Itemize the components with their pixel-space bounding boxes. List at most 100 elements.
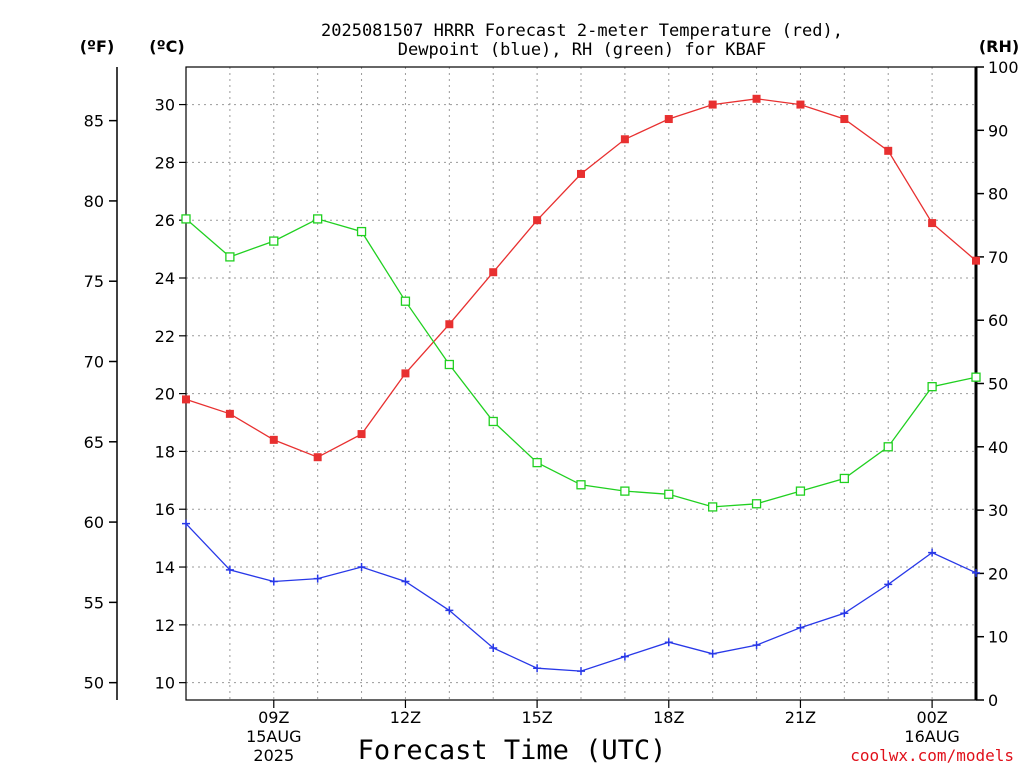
dewpoint-point bbox=[357, 563, 366, 572]
celsius-tick-label: 22 bbox=[155, 327, 175, 346]
temperature-point bbox=[401, 369, 410, 378]
rh-point bbox=[708, 502, 718, 512]
temperature-point bbox=[708, 100, 717, 109]
rh-point bbox=[400, 296, 411, 306]
temperature-point bbox=[620, 135, 629, 144]
x-tick-label: 2025 bbox=[253, 746, 294, 765]
x-tick-label: 15AUG bbox=[246, 727, 301, 746]
rh-point bbox=[532, 457, 542, 468]
dewpoint-point bbox=[313, 574, 322, 583]
temperature-point bbox=[225, 409, 234, 418]
rh-unit-label: (RH) bbox=[979, 37, 1019, 56]
temperature-point bbox=[182, 395, 190, 404]
rh-tick-label: 50 bbox=[988, 375, 1008, 394]
celsius-tick-label: 14 bbox=[155, 558, 175, 577]
celsius-unit-label: (ºC) bbox=[149, 37, 184, 56]
temperature-point bbox=[445, 320, 454, 329]
rh-tick-label: 20 bbox=[988, 564, 1008, 583]
rh-point bbox=[795, 486, 806, 496]
dewpoint-point bbox=[489, 643, 498, 652]
temperature-point bbox=[577, 169, 585, 178]
rh-tick-label: 60 bbox=[988, 311, 1008, 330]
dewpoint-point bbox=[840, 609, 849, 618]
rh-tick-label: 90 bbox=[988, 121, 1008, 140]
dewpoint-point bbox=[708, 649, 717, 658]
fahrenheit-tick-label: 50 bbox=[84, 674, 104, 693]
celsius-tick-label: 12 bbox=[155, 616, 175, 635]
fahrenheit-tick-label: 85 bbox=[84, 112, 104, 131]
rh-point bbox=[927, 382, 937, 392]
rh-point bbox=[883, 442, 893, 452]
fahrenheit-tick-label: 75 bbox=[84, 272, 104, 291]
dewpoint-point bbox=[796, 623, 805, 632]
dewpoint-point bbox=[445, 606, 454, 615]
fahrenheit-unit-label: (ºF) bbox=[80, 37, 115, 56]
dewpoint-point bbox=[752, 641, 761, 650]
temperature-point bbox=[269, 435, 278, 444]
celsius-tick-label: 26 bbox=[155, 211, 175, 230]
dewpoint-point bbox=[620, 652, 629, 661]
temperature-point bbox=[533, 216, 542, 225]
celsius-tick-label: 28 bbox=[155, 153, 175, 172]
x-axis-label: Forecast Time (UTC) bbox=[358, 735, 667, 766]
dewpoint-point bbox=[664, 638, 673, 647]
rh-tick-label: 30 bbox=[988, 501, 1008, 520]
dewpoint-point bbox=[928, 548, 937, 557]
rh-point bbox=[839, 473, 849, 484]
rh-point bbox=[664, 489, 674, 499]
dewpoint-point bbox=[269, 577, 278, 586]
rh-tick-label: 40 bbox=[988, 438, 1008, 457]
series bbox=[181, 94, 981, 676]
celsius-tick-label: 10 bbox=[155, 674, 175, 693]
axes: 50 55 60 65 70 75 80 85 10 12 14 16 18 20 22 24 26 28 30 0 1… bbox=[84, 58, 1019, 765]
rh-tick-label: 70 bbox=[988, 248, 1008, 267]
temperature-point bbox=[796, 100, 805, 109]
x-tick-label: 21Z bbox=[785, 708, 816, 727]
dewpoint-point bbox=[182, 519, 190, 528]
rh-point bbox=[971, 372, 981, 382]
x-tick-label: 18Z bbox=[653, 708, 684, 727]
rh-point bbox=[313, 214, 323, 224]
temperature-point bbox=[752, 94, 761, 103]
temperature-point bbox=[357, 430, 366, 439]
celsius-tick-label: 20 bbox=[155, 385, 175, 404]
rh-point bbox=[356, 226, 367, 237]
dewpoint-line bbox=[185, 523, 977, 672]
x-tick-label: 12Z bbox=[390, 708, 421, 727]
rh-point bbox=[620, 486, 630, 496]
rh-point bbox=[181, 214, 191, 224]
x-tick-label: 16AUG bbox=[904, 727, 959, 746]
x-tick-label: 00Z bbox=[916, 708, 947, 727]
celsius-tick-label: 16 bbox=[155, 500, 175, 519]
dewpoint-point bbox=[577, 667, 585, 676]
fahrenheit-tick-label: 80 bbox=[84, 192, 104, 211]
temperature-point bbox=[928, 219, 937, 228]
temperature-point bbox=[313, 453, 322, 462]
dewpoint-point bbox=[225, 565, 234, 574]
temperature-point bbox=[664, 115, 673, 124]
celsius-tick-label: 18 bbox=[155, 442, 175, 461]
rh-tick-label: 100 bbox=[988, 58, 1019, 77]
temperature-point bbox=[884, 146, 893, 155]
temperature-point bbox=[840, 115, 849, 124]
x-tick-label: 15Z bbox=[521, 708, 552, 727]
x-tick-label: 09Z bbox=[258, 708, 289, 727]
rh-point bbox=[488, 416, 498, 427]
rh-tick-label: 80 bbox=[988, 185, 1008, 204]
fahrenheit-tick-label: 70 bbox=[84, 353, 104, 372]
rh-point bbox=[444, 359, 454, 370]
chart-title-line-2: Dewpoint (blue), RH (green) for KBAF bbox=[398, 40, 766, 60]
celsius-tick-label: 30 bbox=[155, 96, 175, 115]
dewpoint-point bbox=[533, 664, 542, 673]
credit-link[interactable]: coolwx.com/models bbox=[850, 746, 1014, 765]
chart-title-line-1: 2025081507 HRRR Forecast 2-meter Tempera… bbox=[321, 21, 843, 41]
rh-point bbox=[225, 252, 235, 262]
rh-point bbox=[269, 236, 279, 246]
rh-tick-label: 10 bbox=[988, 628, 1008, 647]
temperature-point bbox=[972, 256, 980, 265]
fahrenheit-tick-label: 55 bbox=[84, 593, 104, 612]
dewpoint-point bbox=[401, 577, 410, 586]
rh-tick-label: 0 bbox=[988, 691, 998, 710]
celsius-tick-label: 24 bbox=[155, 269, 175, 288]
